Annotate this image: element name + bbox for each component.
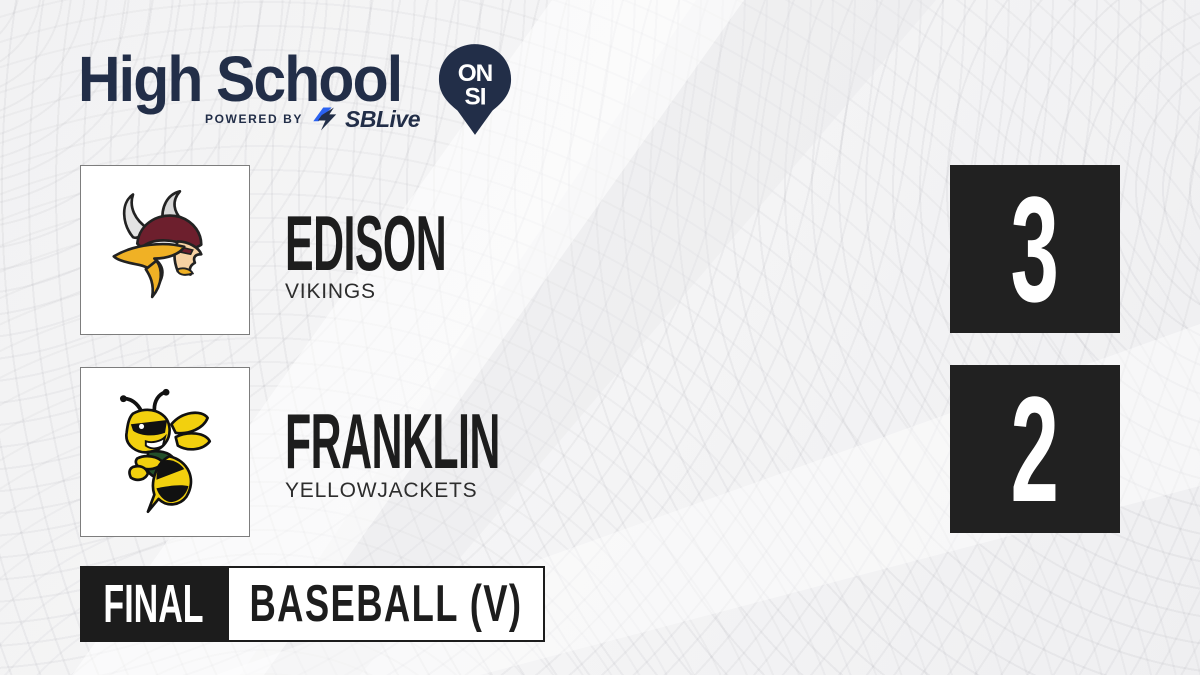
event-type-label: BASEBALL (V) [249,575,523,633]
franklin-score-box: 2 [950,365,1120,533]
game-status-label: FINAL [103,574,204,634]
team-mascot-yellowjackets: YELLOWJACKETS [285,479,478,502]
team-name-edison: EDISON [285,199,447,287]
pin-text-on: ON [458,60,493,87]
team-name-franklin: FRANKLIN [285,397,500,485]
team-mascot-vikings: VIKINGS [285,280,376,303]
sblive-wordmark: SBLive [345,105,420,132]
pin-text-si: SI [464,84,485,111]
edison-logo-box [80,165,250,335]
brand-title: High School [78,43,403,115]
edison-score: 3 [1010,165,1060,333]
franklin-logo-box [80,367,250,537]
edison-score-box: 3 [950,165,1120,333]
powered-by-row: POWERED BY SBLive [205,104,420,134]
game-status-box: FINAL [80,566,227,642]
franklin-score: 2 [1010,365,1060,533]
sblive-icon [313,107,337,131]
event-type-box: BASEBALL (V) [227,566,545,642]
franklin-yellowjackets-logo-icon [119,388,212,514]
edison-vikings-logo-icon [112,190,203,299]
powered-by-label: POWERED BY [205,112,304,126]
on-si-pin-icon: ON SI [438,44,512,135]
